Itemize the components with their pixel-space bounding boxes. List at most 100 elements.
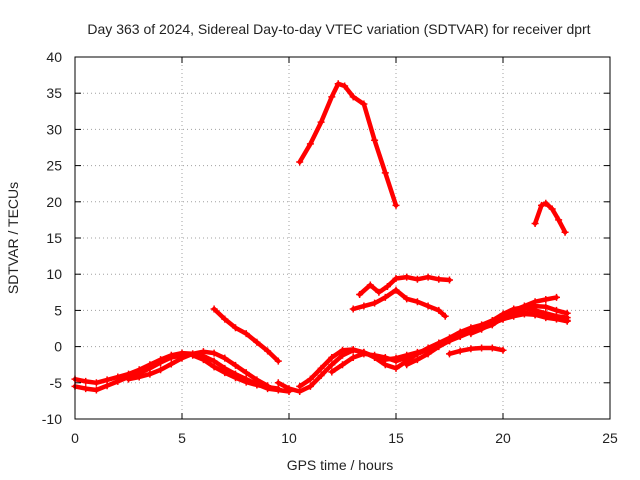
- y-tick-label: 25: [46, 158, 62, 174]
- data-point: [413, 350, 421, 358]
- data-point: [349, 305, 357, 313]
- data-point: [114, 377, 122, 385]
- series-track-15: [349, 286, 449, 320]
- data-point: [210, 363, 218, 371]
- data-point: [542, 296, 550, 304]
- series-line: [350, 287, 448, 319]
- data-point: [103, 382, 111, 390]
- data-point: [253, 381, 261, 389]
- x-tick-label: 0: [71, 430, 79, 446]
- data-point: [403, 361, 411, 369]
- data-point: [339, 361, 346, 369]
- series-track-4: [189, 351, 282, 393]
- data-point: [392, 364, 400, 372]
- data-point: [306, 140, 314, 148]
- data-point: [456, 332, 464, 340]
- data-point: [371, 136, 379, 144]
- data-point: [232, 361, 239, 369]
- data-point: [467, 345, 475, 353]
- series-track-11: [446, 344, 507, 358]
- data-point: [146, 370, 154, 378]
- data-point: [542, 303, 550, 311]
- data-point: [334, 80, 342, 88]
- data-point: [356, 290, 364, 298]
- data-point: [520, 309, 528, 317]
- data-point: [82, 377, 90, 385]
- data-point: [242, 378, 250, 386]
- data-point: [413, 298, 421, 306]
- data-point: [360, 100, 368, 108]
- data-point: [317, 118, 325, 126]
- data-point: [167, 353, 175, 361]
- data-point: [328, 368, 336, 376]
- x-tick-label: 20: [495, 430, 511, 446]
- data-point: [383, 283, 391, 291]
- data-point: [92, 379, 100, 387]
- data-point: [456, 347, 464, 355]
- data-point: [371, 299, 379, 307]
- data-point: [296, 158, 304, 166]
- y-tick-label: 35: [46, 85, 62, 101]
- y-tick-label: 10: [46, 266, 62, 282]
- y-tick-label: 30: [46, 121, 62, 137]
- data-point: [467, 330, 475, 338]
- y-tick-label: 15: [46, 230, 62, 246]
- data-point: [274, 379, 282, 387]
- data-point: [561, 228, 569, 236]
- series-track-5: [210, 305, 282, 365]
- series-track-16: [531, 199, 569, 236]
- data-point: [328, 353, 336, 361]
- data-point: [328, 361, 336, 369]
- y-tick-label: 20: [46, 194, 62, 210]
- data-point: [553, 293, 560, 301]
- data-point: [413, 275, 421, 283]
- series-track-13: [296, 80, 400, 209]
- data-point: [435, 306, 443, 314]
- series-line: [532, 200, 568, 235]
- data-point: [360, 302, 368, 310]
- data-point: [381, 361, 389, 369]
- data-point: [392, 201, 400, 209]
- data-point: [125, 375, 132, 383]
- series-track-14: [356, 273, 453, 298]
- data-point: [478, 344, 486, 352]
- data-point: [157, 366, 165, 374]
- data-point: [403, 353, 411, 361]
- data-point: [221, 354, 229, 362]
- data-point: [510, 306, 518, 314]
- data-point: [274, 357, 282, 365]
- data-point: [499, 312, 507, 320]
- data-point: [531, 220, 539, 228]
- data-point: [542, 199, 550, 207]
- data-point: [531, 298, 539, 306]
- y-tick-label: 0: [54, 339, 62, 355]
- data-point: [157, 359, 165, 367]
- grid: [75, 57, 610, 419]
- data-point: [253, 338, 261, 346]
- y-tick-label: 5: [54, 302, 62, 318]
- x-axis-label: GPS time / hours: [287, 457, 394, 473]
- data-point: [317, 364, 325, 372]
- data-point: [381, 353, 389, 361]
- y-tick-label: -10: [42, 411, 62, 427]
- data-point: [210, 305, 218, 313]
- data-point: [403, 295, 411, 303]
- data-point: [296, 382, 304, 390]
- data-point: [403, 273, 411, 281]
- data-point: [210, 349, 218, 357]
- data-point: [392, 357, 400, 365]
- data-point: [360, 350, 368, 358]
- data-point: [242, 369, 250, 377]
- data-point: [499, 346, 507, 354]
- data-point: [349, 93, 357, 101]
- data-point: [435, 275, 443, 283]
- data-series: [71, 80, 571, 395]
- y-tick-label: 40: [46, 49, 62, 65]
- data-point: [264, 347, 272, 355]
- data-point: [82, 385, 90, 393]
- x-tick-label: 5: [178, 430, 186, 446]
- data-point: [221, 315, 229, 323]
- data-point: [199, 356, 207, 364]
- series-track-12: [467, 293, 560, 338]
- data-point: [199, 348, 207, 356]
